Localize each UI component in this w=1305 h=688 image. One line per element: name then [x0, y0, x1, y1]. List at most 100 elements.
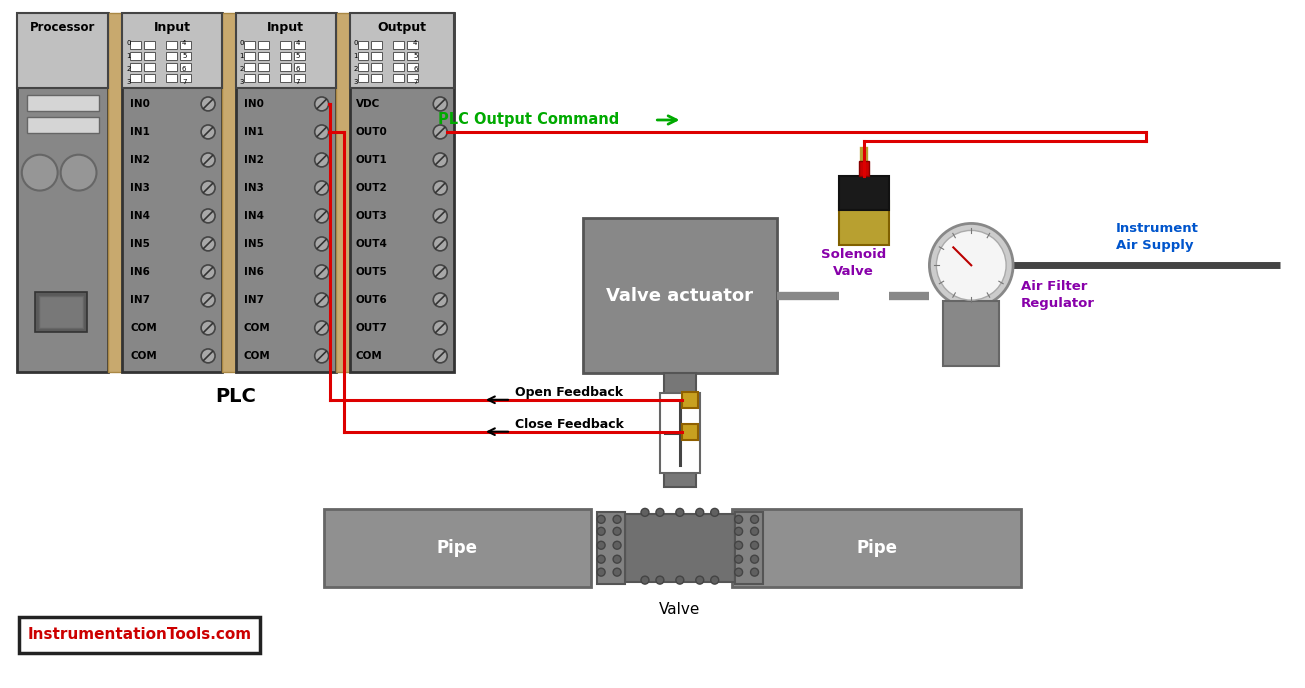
Circle shape	[598, 541, 606, 549]
Circle shape	[201, 265, 215, 279]
Bar	[732, 509, 1021, 587]
Text: COM: COM	[244, 323, 270, 333]
Circle shape	[201, 97, 215, 111]
Bar	[236, 13, 335, 88]
Bar	[683, 424, 698, 440]
Text: Pipe: Pipe	[856, 539, 897, 557]
Text: 3: 3	[127, 79, 130, 85]
Text: IN3: IN3	[130, 183, 150, 193]
Bar	[372, 41, 382, 49]
Bar	[350, 13, 454, 88]
Circle shape	[656, 576, 664, 584]
Text: IN6: IN6	[130, 267, 150, 277]
Bar	[944, 301, 1000, 366]
Text: OUT0: OUT0	[355, 127, 388, 137]
Circle shape	[22, 155, 57, 191]
Bar	[145, 41, 155, 49]
Circle shape	[433, 125, 448, 139]
Bar	[583, 219, 776, 373]
Bar	[294, 52, 305, 60]
Bar	[258, 52, 269, 60]
Circle shape	[315, 209, 329, 223]
Text: Air Filter
Regulator: Air Filter Regulator	[1021, 280, 1095, 310]
Text: PLC: PLC	[215, 387, 256, 407]
Circle shape	[656, 508, 664, 517]
Bar	[180, 41, 191, 49]
Bar	[130, 52, 141, 60]
Circle shape	[315, 237, 329, 251]
Text: 6: 6	[295, 66, 300, 72]
Bar	[279, 63, 291, 71]
Circle shape	[613, 527, 621, 535]
Bar	[17, 13, 108, 88]
Circle shape	[598, 555, 606, 563]
Circle shape	[641, 576, 649, 584]
Circle shape	[201, 293, 215, 307]
Circle shape	[201, 125, 215, 139]
Bar	[244, 41, 254, 49]
Circle shape	[433, 349, 448, 363]
Text: 0: 0	[240, 40, 244, 46]
Text: IN4: IN4	[244, 211, 264, 221]
Circle shape	[201, 153, 215, 167]
Text: 7: 7	[181, 79, 187, 85]
Text: COM: COM	[244, 351, 270, 361]
Text: IN3: IN3	[244, 183, 264, 193]
Text: 3: 3	[354, 79, 358, 85]
Bar	[222, 13, 236, 372]
Circle shape	[641, 508, 649, 517]
Text: 1: 1	[127, 53, 130, 59]
Bar	[372, 74, 382, 82]
Circle shape	[613, 541, 621, 549]
Text: IN5: IN5	[244, 239, 264, 249]
Text: 6: 6	[181, 66, 187, 72]
Circle shape	[750, 527, 758, 535]
Bar	[393, 74, 405, 82]
Circle shape	[433, 265, 448, 279]
Text: 4: 4	[181, 40, 187, 46]
Bar	[372, 63, 382, 71]
Bar	[279, 41, 291, 49]
Bar	[358, 63, 368, 71]
Circle shape	[60, 155, 97, 191]
Text: 5: 5	[295, 53, 300, 59]
Circle shape	[750, 555, 758, 563]
Bar	[393, 52, 405, 60]
Text: PLC Output Command: PLC Output Command	[438, 112, 620, 127]
Bar	[372, 52, 382, 60]
Text: OUT6: OUT6	[355, 295, 388, 305]
Text: IN6: IN6	[244, 267, 264, 277]
Circle shape	[315, 349, 329, 363]
Text: 4: 4	[414, 40, 418, 46]
Text: 0: 0	[354, 40, 358, 46]
Circle shape	[433, 209, 448, 223]
Text: OUT2: OUT2	[355, 183, 388, 193]
Circle shape	[735, 515, 743, 524]
Circle shape	[613, 515, 621, 524]
Bar	[258, 63, 269, 71]
Bar	[735, 513, 762, 584]
Text: 7: 7	[295, 79, 300, 85]
Bar	[660, 393, 699, 473]
Bar	[39, 296, 82, 328]
Circle shape	[315, 265, 329, 279]
Bar	[407, 41, 419, 49]
Bar	[27, 117, 98, 133]
Bar	[180, 63, 191, 71]
Circle shape	[598, 527, 606, 535]
Circle shape	[315, 181, 329, 195]
Circle shape	[613, 555, 621, 563]
Text: IN2: IN2	[244, 155, 264, 165]
Bar	[244, 52, 254, 60]
Circle shape	[598, 568, 606, 576]
Circle shape	[676, 508, 684, 517]
Bar	[145, 74, 155, 82]
Bar	[625, 515, 735, 582]
Circle shape	[937, 230, 1006, 300]
Circle shape	[201, 321, 215, 335]
Text: Valve actuator: Valve actuator	[607, 287, 753, 305]
Bar	[123, 13, 222, 372]
Bar	[145, 52, 155, 60]
Text: IN0: IN0	[244, 99, 264, 109]
Circle shape	[433, 97, 448, 111]
